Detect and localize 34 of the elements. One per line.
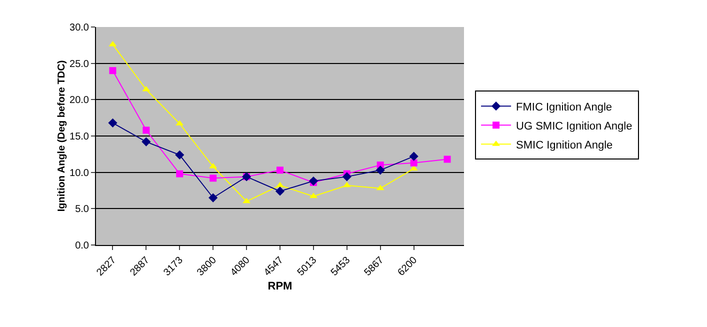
point	[210, 174, 217, 182]
point	[276, 166, 284, 174]
point	[409, 152, 418, 161]
point	[175, 150, 184, 160]
y-tick-label: 0.0	[75, 240, 90, 252]
point	[444, 156, 451, 163]
y-tick-label: 10.0	[70, 168, 90, 179]
point	[108, 118, 118, 128]
point	[142, 126, 150, 134]
point	[342, 182, 351, 188]
y-tick-label: 30.0	[70, 22, 90, 34]
point	[410, 159, 418, 166]
point	[376, 166, 385, 175]
y-axis-title: Ignition Angle (Deg before TDC)	[56, 60, 68, 212]
point	[275, 186, 285, 196]
x-axis-title: RPM	[268, 280, 292, 292]
point	[208, 193, 218, 202]
point	[176, 170, 184, 178]
y-tick-label: 25.0	[70, 58, 90, 70]
y-tick-label: 15.0	[70, 132, 90, 142]
point	[376, 184, 384, 190]
point	[309, 192, 318, 198]
point	[342, 172, 352, 182]
point	[308, 176, 318, 186]
y-tick-label: 20.0	[70, 95, 90, 106]
legend-label: UG SMIC Ignition Angle	[516, 120, 632, 132]
point	[242, 198, 251, 204]
point	[108, 40, 117, 46]
point	[109, 67, 116, 74]
point	[142, 137, 151, 146]
y-tick-label: 5.0	[75, 204, 90, 216]
point	[142, 86, 150, 92]
legend-label: SMIC Ignition Angle	[516, 139, 613, 152]
legend-label: FMIC Ignition Angle	[516, 101, 612, 114]
